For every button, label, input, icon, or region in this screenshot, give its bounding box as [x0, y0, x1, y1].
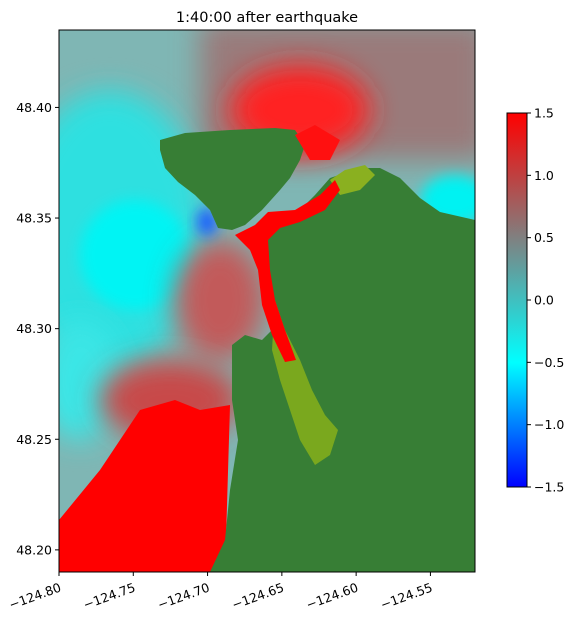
map-panel	[59, 30, 475, 572]
colorbar: −1.5 −1.0 −0.5 0.0 0.5 1.0 1.5	[506, 106, 564, 495]
y-axis-ticks: 48.20 48.25 48.30 48.35 48.40	[16, 100, 59, 557]
colorbar-tick-label: 1.5	[534, 106, 554, 121]
x-tick-label: −124.55	[378, 580, 434, 613]
colorbar-ticks: −1.5 −1.0 −0.5 0.0 0.5 1.0 1.5	[527, 106, 564, 495]
colorbar-tick-label: 0.5	[534, 230, 554, 245]
sea-surface-field	[59, 30, 475, 572]
y-tick-label: 48.35	[16, 211, 52, 226]
x-tick-label: −124.60	[304, 580, 360, 613]
inlet-channel	[235, 125, 340, 362]
y-tick-label: 48.30	[16, 321, 52, 336]
inlet-red-water	[235, 180, 340, 362]
plot-frame	[58, 29, 476, 573]
x-tick-label: −124.70	[155, 580, 211, 613]
x-axis-ticks: −124.80 −124.75 −124.70 −124.65 −124.60 −124.…	[7, 572, 434, 613]
colorbar-tick-label: −1.5	[534, 480, 564, 495]
colorbar-tick-label: −0.5	[534, 355, 564, 370]
sea-red-southwest	[59, 400, 230, 572]
sea-cyan-southwest	[59, 320, 120, 440]
sea-red-mid	[175, 240, 265, 360]
x-tick-label: −124.80	[7, 580, 63, 613]
x-tick-label: −124.75	[81, 580, 137, 613]
sea-cyan-west-core	[80, 200, 190, 310]
sea-blue-spot	[197, 208, 217, 236]
colorbar-tick-label: −1.0	[534, 417, 564, 432]
colorbar-tick-label: 1.0	[534, 168, 554, 183]
y-tick-label: 48.25	[16, 432, 52, 447]
chart-title: 1:40:00 after earthquake	[176, 10, 358, 26]
colorbar-tick-label: 0.0	[534, 293, 554, 308]
inlet-red-north	[295, 125, 340, 160]
y-tick-label: 48.40	[16, 100, 52, 115]
land-east-coast	[210, 168, 475, 572]
land-masses	[160, 128, 475, 572]
x-tick-label: −124.65	[230, 580, 286, 613]
y-tick-label: 48.20	[16, 542, 52, 557]
colorbar-gradient	[506, 112, 528, 488]
land-tidal-flat-north	[330, 165, 375, 195]
land-north-peninsula	[160, 128, 305, 230]
